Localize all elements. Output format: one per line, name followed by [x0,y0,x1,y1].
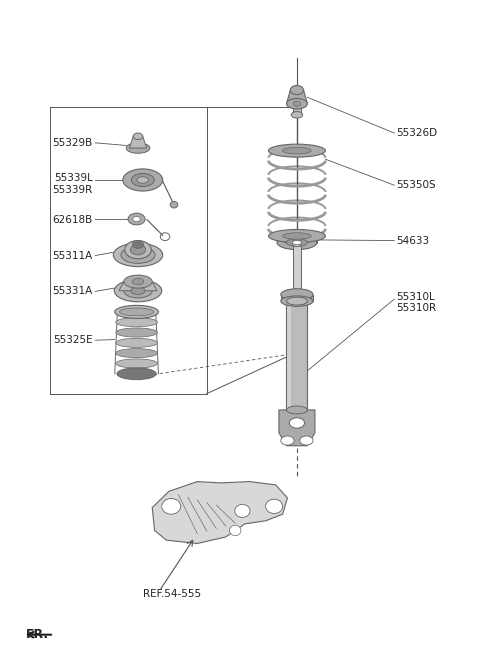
Ellipse shape [113,243,163,267]
Text: FR.: FR. [25,628,48,641]
Ellipse shape [114,280,162,302]
Ellipse shape [292,240,301,244]
Ellipse shape [120,308,154,316]
Ellipse shape [287,297,307,305]
Ellipse shape [137,177,148,183]
Ellipse shape [281,289,313,300]
Ellipse shape [290,85,303,95]
Ellipse shape [293,241,301,246]
Ellipse shape [131,287,145,294]
Ellipse shape [235,505,250,518]
Bar [288,301,291,410]
Ellipse shape [126,143,150,153]
Ellipse shape [132,279,144,285]
Polygon shape [281,294,313,301]
Ellipse shape [128,213,145,225]
Text: 55326D: 55326D [396,128,438,138]
Ellipse shape [132,173,154,187]
Polygon shape [277,237,317,242]
Ellipse shape [123,169,163,191]
Ellipse shape [287,99,307,109]
Polygon shape [279,410,315,445]
Ellipse shape [116,349,157,357]
Bar [293,103,301,115]
Ellipse shape [293,101,301,106]
Text: 55329B: 55329B [53,138,93,148]
Ellipse shape [287,406,307,414]
Ellipse shape [281,436,294,445]
Text: REF.54-555: REF.54-555 [143,589,201,599]
Text: 55331A: 55331A [53,286,93,296]
Ellipse shape [289,418,304,428]
Ellipse shape [125,240,151,259]
Ellipse shape [117,368,156,380]
Ellipse shape [287,238,307,246]
Text: 55325E: 55325E [53,335,93,345]
Polygon shape [287,90,307,104]
Ellipse shape [281,296,313,306]
Text: 55339L
55339R: 55339L 55339R [53,173,93,194]
Ellipse shape [131,244,145,255]
Bar [287,301,307,410]
Ellipse shape [291,112,302,118]
Polygon shape [152,482,288,543]
Ellipse shape [116,317,157,327]
Ellipse shape [115,306,158,319]
Bar [293,244,301,294]
Ellipse shape [170,202,178,208]
Ellipse shape [162,499,180,514]
Ellipse shape [133,216,140,221]
Ellipse shape [121,246,155,263]
Ellipse shape [283,147,311,154]
Ellipse shape [268,229,325,242]
Ellipse shape [132,240,144,248]
Ellipse shape [116,328,157,337]
Ellipse shape [277,235,317,250]
Ellipse shape [300,436,313,445]
Text: 55311A: 55311A [53,250,93,261]
Ellipse shape [283,233,311,239]
Ellipse shape [277,231,317,243]
Ellipse shape [133,133,143,139]
Ellipse shape [288,234,305,240]
Polygon shape [130,136,146,148]
Polygon shape [119,282,157,290]
Ellipse shape [124,284,152,298]
Text: 54633: 54633 [396,236,430,246]
Ellipse shape [268,144,325,157]
Ellipse shape [116,338,157,348]
Ellipse shape [116,359,157,368]
Text: 62618B: 62618B [53,215,93,225]
Ellipse shape [229,525,241,535]
Ellipse shape [124,275,152,288]
Ellipse shape [293,292,301,297]
Text: 55350S: 55350S [396,180,436,190]
Text: 55310L
55310R: 55310L 55310R [396,292,437,313]
Ellipse shape [265,499,283,514]
